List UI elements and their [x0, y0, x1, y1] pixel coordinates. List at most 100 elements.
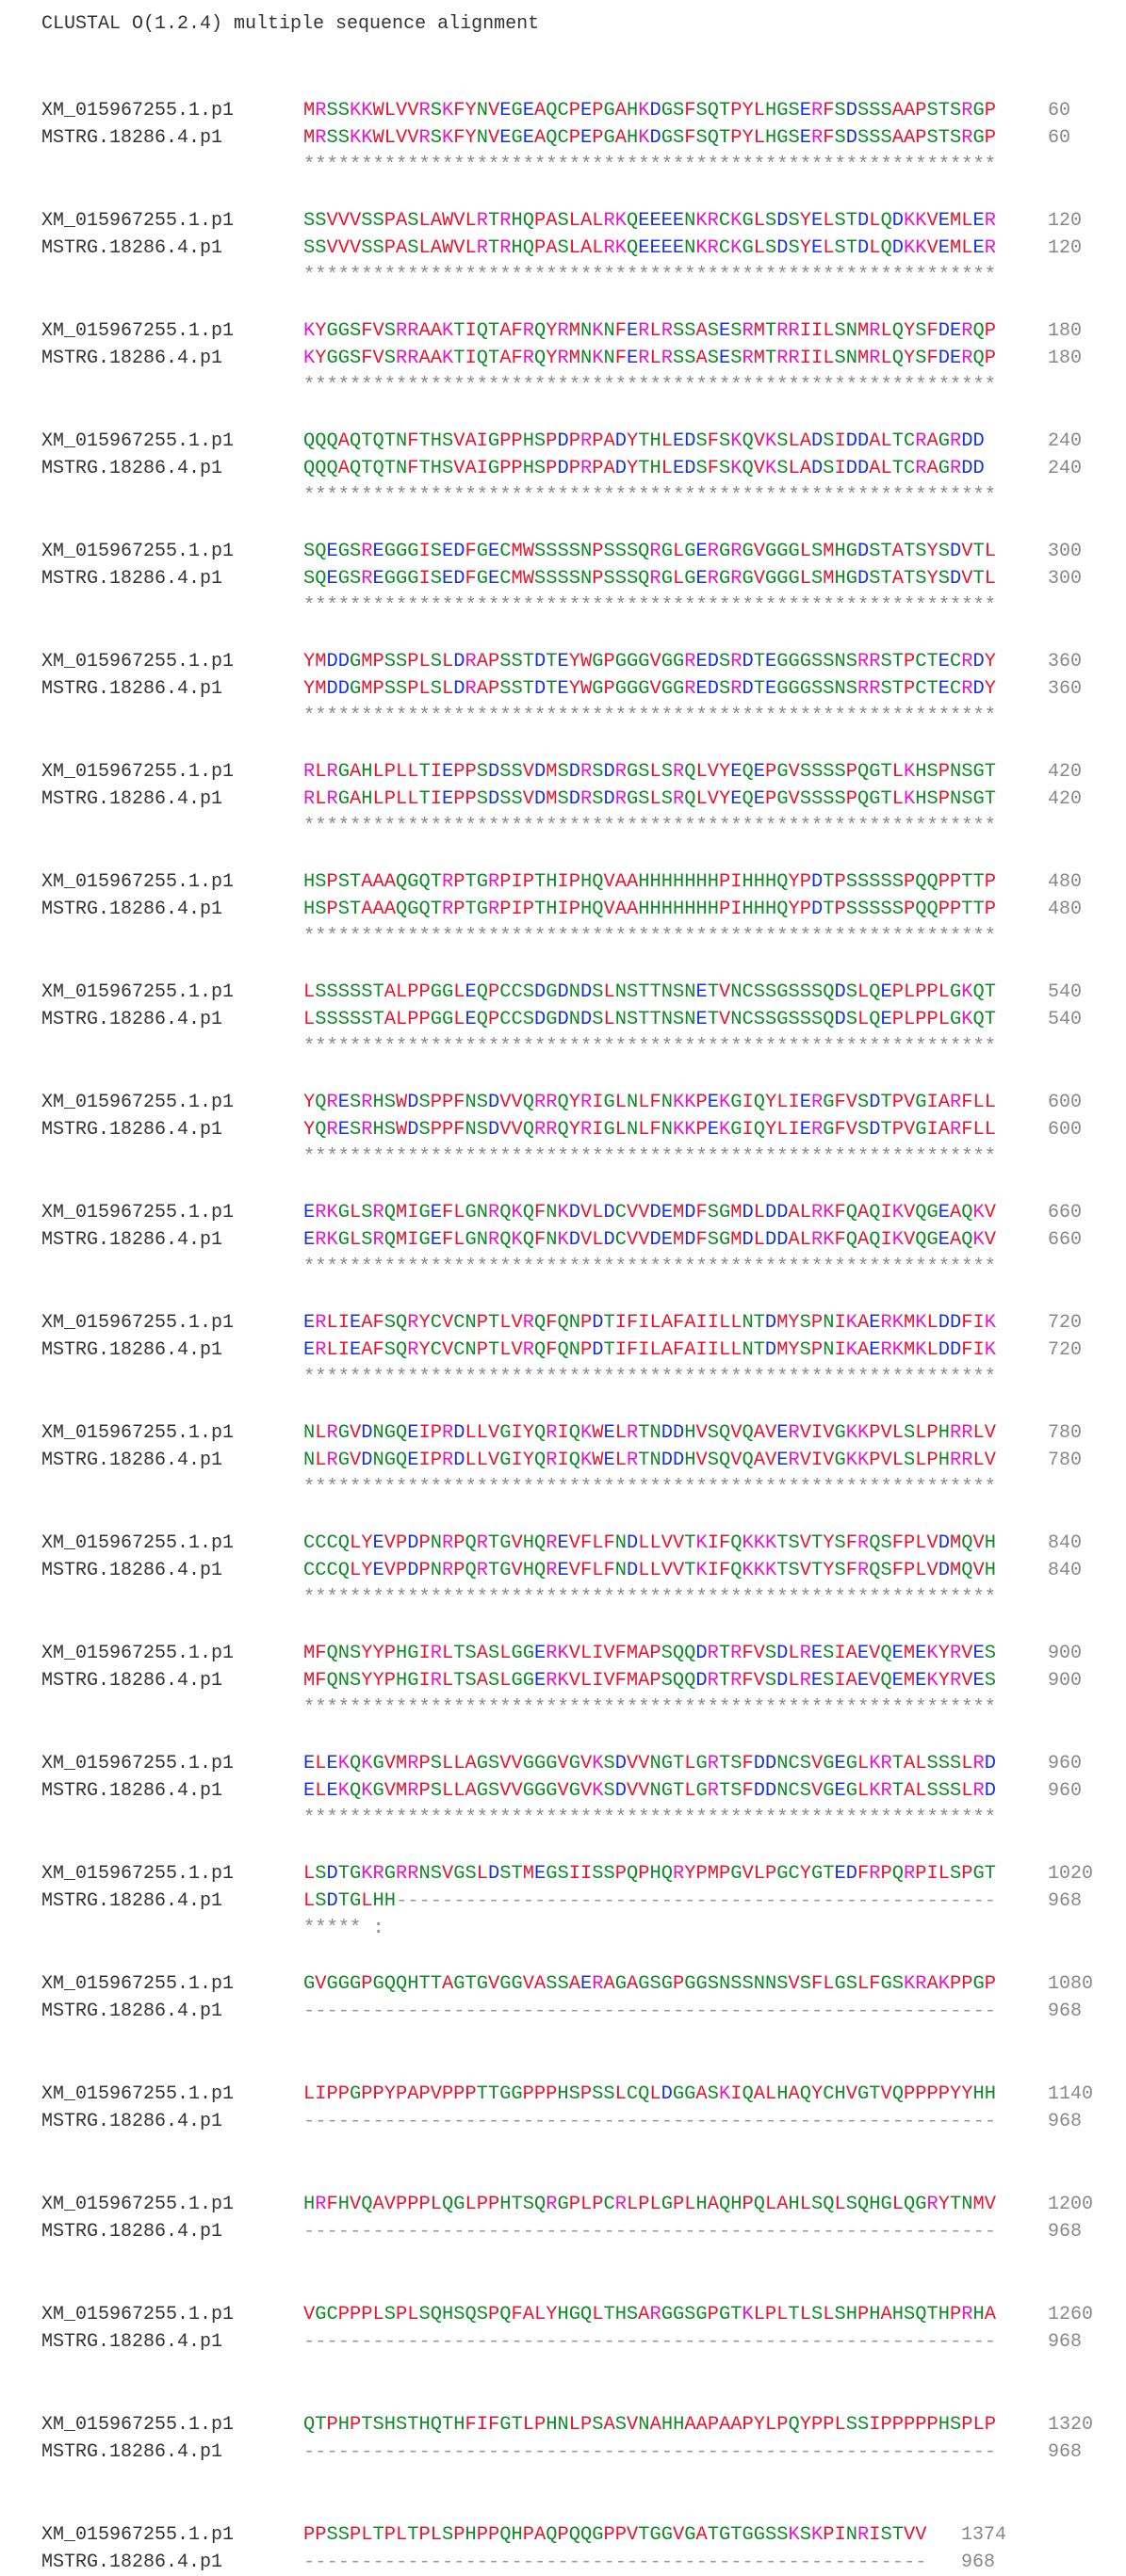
- sequence-residues: MFQNSYYPHGIRLTSASLGGERKVLIVFMAPSQQDRTRFV…: [303, 1643, 996, 1664]
- consensus-line: ****************************************…: [303, 1587, 997, 1609]
- sequence-name: XM_015967255.1.p1: [41, 651, 235, 672]
- sequence-name: XM_015967255.1.p1: [41, 1202, 235, 1223]
- residue-count: 1260: [1048, 2304, 1094, 2325]
- sequence-residues: ----------------------------------------…: [303, 2001, 997, 2022]
- sequence-residues: VGCPPPLSPLSQHSQSPQFALYHGQLTHSARGGSGPGTKL…: [303, 2304, 996, 2325]
- sequence-residues: YQRESRHSWDSPPFNSDVVQRRQYRIGLNLFNKKPEKGIQ…: [303, 1119, 996, 1141]
- residue-count: 480: [1048, 899, 1083, 920]
- sequence-name: XM_015967255.1.p1: [41, 541, 235, 562]
- sequence-name: MSTRG.18286.4.p1: [41, 237, 223, 259]
- sequence-residues: QTPHPTSHSTHQTHFIFGTLPHNLPSASVNAHHAAPAAPY…: [303, 2414, 997, 2436]
- consensus-line: ****************************************…: [303, 1477, 997, 1499]
- residue-count: 420: [1048, 788, 1083, 810]
- sequence-name: XM_015967255.1.p1: [41, 2194, 235, 2215]
- consensus-line: ****************************************…: [303, 1256, 997, 1278]
- consensus-line: ****************************************…: [303, 1807, 997, 1829]
- consensus-line: ***** :: [303, 1918, 384, 1939]
- sequence-residues: PPSSPLTPLTPLSPHPPQHPAQPQQGPPVTGGVGATGTGG…: [303, 2524, 927, 2546]
- sequence-name: MSTRG.18286.4.p1: [41, 2221, 223, 2243]
- residue-count: 780: [1048, 1422, 1083, 1444]
- residue-count: 968: [1048, 2221, 1083, 2243]
- consensus-line: ****************************************…: [303, 705, 997, 727]
- consensus-line: ****************************************…: [303, 1036, 997, 1058]
- sequence-name: MSTRG.18286.4.p1: [41, 1450, 223, 1471]
- sequence-residues: ELEKQKGVMRPSLLAGSVVGGGVGVKSDVVNGTLGRTSFD…: [303, 1780, 996, 1802]
- residue-count: 1374: [961, 2524, 1007, 2546]
- residue-count: 968: [1048, 1890, 1083, 1912]
- residue-count: 968: [1048, 2331, 1083, 2353]
- sequence-residues: KYGGSFVSRRAAKTIQTAFRQYRMNKNFERLRSSASESRM…: [303, 320, 997, 342]
- alignment-header: CLUSTAL O(1.2.4) multiple sequence align…: [41, 13, 540, 35]
- sequence-residues: HSPSTAAAQGQTRPTGRPIPTHIPHQVAAHHHHHHHPIHH…: [303, 899, 996, 920]
- sequence-residues: YMDDGMPSSPLSLDRAPSSTDTEYWGPGGGVGGREDSRDT…: [303, 651, 997, 672]
- sequence-residues: SSVVVSSPASLAWVLRTRHQPASLALRKQEEEENKRCKGL…: [303, 237, 997, 259]
- sequence-name: MSTRG.18286.4.p1: [41, 2331, 223, 2353]
- sequence-name: MSTRG.18286.4.p1: [41, 678, 223, 700]
- sequence-name: XM_015967255.1.p1: [41, 761, 235, 783]
- residue-count: 960: [1048, 1780, 1083, 1802]
- sequence-residues: LSSSSSTALPPGGLEQPCCSDGDNDSLNSTTNSNETVNCS…: [303, 1009, 996, 1030]
- sequence-name: XM_015967255.1.p1: [41, 1973, 235, 1995]
- sequence-residues: GVGGGPGQQHTTAGTGVGGVASSAERAGAGSGPGGSNSSN…: [303, 1973, 996, 1995]
- sequence-name: MSTRG.18286.4.p1: [41, 1009, 223, 1030]
- sequence-name: MSTRG.18286.4.p1: [41, 788, 223, 810]
- consensus-line: ****************************************…: [303, 595, 997, 617]
- sequence-name: XM_015967255.1.p1: [41, 1422, 235, 1444]
- residue-count: 968: [1048, 2111, 1083, 2132]
- sequence-residues: KYGGSFVSRRAAKTIQTAFRQYRMNKNFERLRSSASESRM…: [303, 348, 997, 369]
- sequence-name: XM_015967255.1.p1: [41, 981, 235, 1003]
- sequence-residues: ----------------------------------------…: [303, 2221, 997, 2243]
- consensus-line: ****************************************…: [303, 1697, 997, 1719]
- sequence-name: XM_015967255.1.p1: [41, 1312, 235, 1334]
- residue-count: 600: [1048, 1092, 1083, 1113]
- consensus-line: ****************************************…: [303, 1146, 997, 1168]
- sequence-name: XM_015967255.1.p1: [41, 1863, 235, 1885]
- sequence-residues: SQEGSREGGGISEDFGECMWSSSSNPSSSQRGLGERGRGV…: [303, 568, 996, 590]
- sequence-residues: ELEKQKGVMRPSLLAGSVVGGGVGVKSDVVNGTLGRTSFD…: [303, 1753, 996, 1774]
- sequence-name: MSTRG.18286.4.p1: [41, 1229, 223, 1251]
- sequence-residues: LIPPGPPYPAPVPPPTTGGPPPHSPSSLCQLDGGASKIQA…: [303, 2083, 996, 2105]
- sequence-name: XM_015967255.1.p1: [41, 430, 235, 452]
- residue-count: 840: [1048, 1532, 1083, 1554]
- residue-count: 420: [1048, 761, 1083, 783]
- residue-count: 780: [1048, 1450, 1083, 1471]
- residue-count: 968: [1048, 2441, 1083, 2463]
- sequence-name: MSTRG.18286.4.p1: [41, 1890, 223, 1912]
- sequence-name: XM_015967255.1.p1: [41, 2083, 235, 2105]
- sequence-name: XM_015967255.1.p1: [41, 1532, 235, 1554]
- sequence-name: XM_015967255.1.p1: [41, 1643, 235, 1664]
- sequence-name: MSTRG.18286.4.p1: [41, 899, 223, 920]
- residue-count: 180: [1048, 320, 1083, 342]
- sequence-residues: ERLIEAFSQRYCVCNPTLVRQFQNPDTIFILAFAIILLNT…: [303, 1339, 996, 1361]
- sequence-name: XM_015967255.1.p1: [41, 210, 235, 232]
- residue-count: 660: [1048, 1202, 1083, 1223]
- sequence-residues: HSPSTAAAQGQTRPTGRPIPTHIPHQVAAHHHHHHHPIHH…: [303, 871, 996, 893]
- sequence-residues: LSDTGLHH--------------------------------…: [303, 1890, 996, 1912]
- residue-count: 1140: [1048, 2083, 1094, 2105]
- consensus-line: ****************************************…: [303, 375, 997, 397]
- sequence-name: XM_015967255.1.p1: [41, 320, 235, 342]
- residue-count: 720: [1048, 1312, 1083, 1334]
- sequence-name: XM_015967255.1.p1: [41, 1092, 235, 1113]
- sequence-residues: ERKGLSRQMIGEFLGNRQKQFNKDVLDCVVDEMDFSGMDL…: [303, 1229, 997, 1251]
- sequence-name: MSTRG.18286.4.p1: [41, 2552, 223, 2573]
- sequence-residues: MRSSKKWLVVRSKFYNVEGEAQCPEPGAHKDGSFSQTPYL…: [303, 127, 996, 149]
- residue-count: 1020: [1048, 1863, 1094, 1885]
- residue-count: 360: [1048, 678, 1083, 700]
- sequence-name: XM_015967255.1.p1: [41, 1753, 235, 1774]
- sequence-name: MSTRG.18286.4.p1: [41, 1780, 223, 1802]
- sequence-residues: HRFHVQAVPPPLQGLPPHTSQRGPLPCRLPLGPLHAQHPQ…: [303, 2194, 997, 2215]
- sequence-name: MSTRG.18286.4.p1: [41, 2441, 223, 2463]
- sequence-residues: RLRGAHLPLLTIEPPSDSSVDMSDRSDRGSLSRQLVYEQE…: [303, 761, 997, 783]
- sequence-name: MSTRG.18286.4.p1: [41, 568, 223, 590]
- consensus-line: ****************************************…: [303, 485, 997, 507]
- residue-count: 60: [1048, 127, 1071, 149]
- residue-count: 60: [1048, 100, 1071, 122]
- sequence-residues: NLRGVDNGQEIPRDLLVGIYQRIQKWELRTNDDHVSQVQA…: [303, 1422, 996, 1444]
- sequence-residues: YMDDGMPSSPLSLDRAPSSTDTEYWGPGGGVGGREDSRDT…: [303, 678, 997, 700]
- sequence-name: XM_015967255.1.p1: [41, 2304, 235, 2325]
- residue-count: 480: [1048, 871, 1083, 893]
- sequence-name: MSTRG.18286.4.p1: [41, 458, 223, 479]
- residue-count: 660: [1048, 1229, 1083, 1251]
- sequence-residues: LSDTGKRGRRNSVGSLDSTMEGSIISSPQPHQRYPMPGVL…: [303, 1863, 997, 1885]
